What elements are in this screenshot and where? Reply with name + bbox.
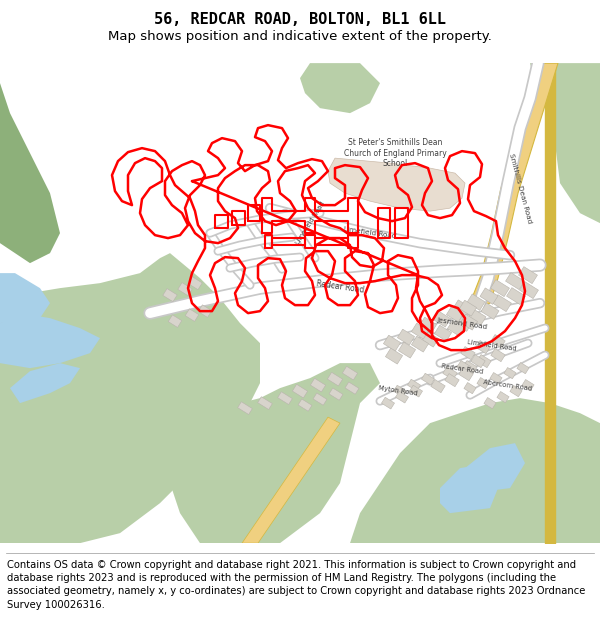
Bar <box>310 378 326 392</box>
Bar <box>434 325 452 341</box>
Text: Myton Road: Myton Road <box>378 386 418 397</box>
Bar <box>518 267 538 284</box>
Bar <box>395 391 409 403</box>
Bar <box>398 342 416 358</box>
Bar <box>412 336 428 352</box>
Bar <box>394 385 407 397</box>
Text: Jesmond Road: Jesmond Road <box>436 317 488 329</box>
Polygon shape <box>530 63 600 223</box>
Bar <box>445 374 459 387</box>
Bar <box>421 331 439 347</box>
Bar <box>506 272 524 289</box>
Text: Abercorn Road: Abercorn Road <box>483 379 533 391</box>
Bar <box>481 303 499 319</box>
Bar <box>168 315 182 328</box>
Text: Smithills Dean Road: Smithills Dean Road <box>508 152 532 224</box>
Bar <box>480 288 498 304</box>
Bar <box>493 294 511 312</box>
Text: St Peter's Smithills Dean
Church of England Primary
School: St Peter's Smithills Dean Church of Engl… <box>344 138 446 168</box>
Bar <box>461 346 475 360</box>
Bar <box>459 368 473 381</box>
Bar <box>448 320 464 336</box>
Polygon shape <box>0 63 60 263</box>
Bar <box>517 362 529 374</box>
Bar <box>278 392 292 404</box>
Polygon shape <box>10 363 80 403</box>
Text: Redcar Road: Redcar Road <box>316 279 365 295</box>
Bar <box>412 323 428 339</box>
Bar <box>497 391 509 402</box>
Bar <box>460 314 478 330</box>
Bar <box>491 279 509 297</box>
Bar <box>383 335 401 351</box>
Bar <box>313 393 327 405</box>
Polygon shape <box>0 253 260 543</box>
Bar <box>328 372 343 386</box>
Bar <box>431 379 445 392</box>
Bar <box>476 341 490 354</box>
Polygon shape <box>0 273 50 323</box>
Bar <box>178 282 192 296</box>
Bar <box>292 384 308 398</box>
Text: Limefield Road: Limefield Road <box>343 226 397 240</box>
Text: Limefield Road: Limefield Road <box>295 201 326 246</box>
Bar <box>491 349 505 362</box>
Bar <box>343 366 358 380</box>
Bar <box>477 378 489 389</box>
Polygon shape <box>0 313 100 368</box>
Polygon shape <box>440 463 500 513</box>
Bar <box>329 388 343 400</box>
Bar <box>185 309 199 321</box>
Bar <box>443 366 457 380</box>
Bar <box>471 354 485 367</box>
Bar <box>397 329 415 345</box>
Bar <box>522 379 534 391</box>
Text: Map shows position and indicative extent of the property.: Map shows position and indicative extent… <box>108 30 492 43</box>
Text: 56, REDCAR ROAD, BOLTON, BL1 6LL: 56, REDCAR ROAD, BOLTON, BL1 6LL <box>154 12 446 27</box>
Bar <box>407 379 421 391</box>
Bar <box>454 315 472 331</box>
Polygon shape <box>0 63 180 283</box>
Bar <box>385 348 403 364</box>
Bar <box>421 373 434 385</box>
Bar <box>409 385 422 397</box>
Bar <box>298 399 312 411</box>
Polygon shape <box>472 63 558 308</box>
Polygon shape <box>242 417 340 543</box>
Bar <box>484 398 496 409</box>
Bar <box>520 282 538 299</box>
Bar <box>238 402 253 414</box>
Bar <box>382 398 395 409</box>
Bar <box>198 305 212 318</box>
Text: Contains OS data © Crown copyright and database right 2021. This information is : Contains OS data © Crown copyright and d… <box>7 560 586 610</box>
Bar <box>163 289 177 302</box>
Polygon shape <box>350 398 600 543</box>
Bar <box>477 354 491 367</box>
Text: Limefield Road: Limefield Road <box>467 339 517 351</box>
Bar <box>257 397 272 409</box>
Bar <box>446 306 464 322</box>
Bar <box>457 361 471 374</box>
Bar <box>419 317 437 333</box>
Bar <box>463 361 477 374</box>
Bar <box>467 294 485 311</box>
Bar <box>433 311 451 327</box>
Bar <box>468 309 486 326</box>
Bar <box>491 334 505 348</box>
Polygon shape <box>458 443 525 493</box>
Bar <box>453 300 471 316</box>
Bar <box>345 382 359 394</box>
Bar <box>504 368 516 379</box>
Polygon shape <box>300 63 380 113</box>
Bar <box>460 300 476 316</box>
Text: Redcar Road: Redcar Road <box>440 363 484 375</box>
Bar <box>464 382 476 394</box>
Bar <box>510 386 522 397</box>
Bar <box>490 372 502 384</box>
Polygon shape <box>328 158 465 211</box>
Bar <box>188 276 202 290</box>
Polygon shape <box>540 463 600 543</box>
Bar <box>506 288 526 304</box>
Polygon shape <box>170 363 380 543</box>
